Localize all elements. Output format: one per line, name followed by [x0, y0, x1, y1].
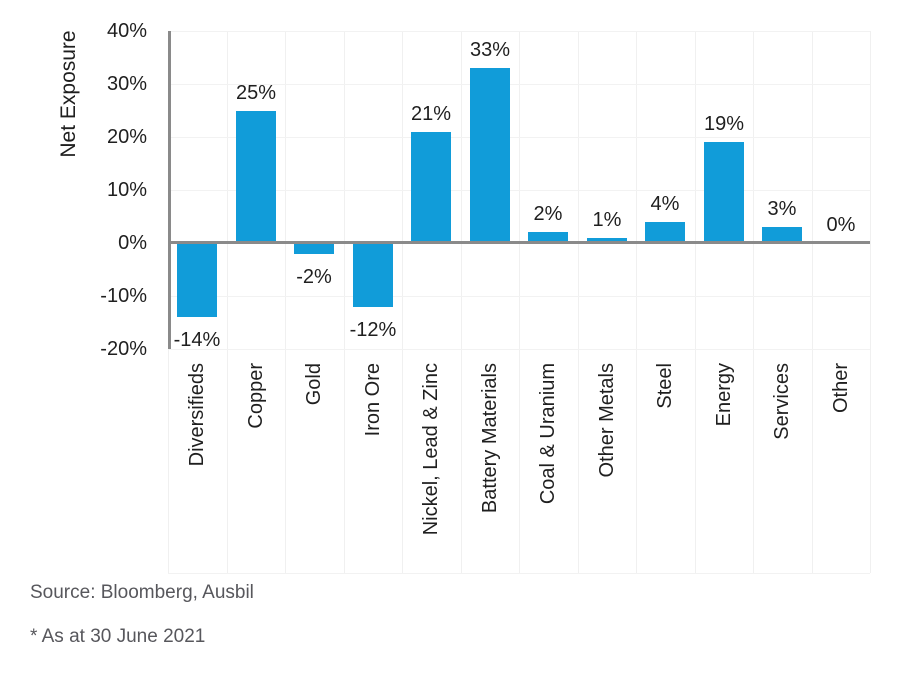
y-axis-line	[168, 31, 171, 349]
gridline-h	[168, 31, 870, 32]
category-label: Services	[771, 363, 793, 440]
bar-value-label: 3%	[767, 198, 797, 220]
bar	[528, 232, 568, 243]
gridline-v	[285, 31, 286, 573]
category-label: Gold	[303, 363, 325, 406]
gridline-v	[695, 31, 696, 573]
bar	[294, 243, 334, 254]
y-tick-label: 30%	[106, 73, 147, 95]
bar	[762, 227, 802, 243]
y-tick-label: -10%	[100, 285, 147, 307]
bar	[587, 238, 627, 243]
source-note: Source: Bloomberg, Ausbil	[30, 582, 254, 603]
gridline-h	[168, 349, 870, 350]
bar	[645, 222, 685, 243]
bar	[236, 111, 276, 244]
gridline-h	[168, 84, 870, 85]
gridline-v	[812, 31, 813, 573]
y-tick-label: 0%	[118, 232, 147, 254]
bar-value-label: 25%	[235, 82, 277, 104]
y-tick-label: -20%	[100, 338, 147, 360]
category-label: Copper	[245, 363, 267, 429]
bar	[177, 243, 217, 317]
gridline-v	[344, 31, 345, 573]
bar	[353, 243, 393, 307]
bar-value-label: 21%	[410, 103, 452, 125]
category-label: Energy	[713, 363, 735, 427]
category-label: Nickel, Lead & Zinc	[420, 363, 442, 536]
gridline-v	[461, 31, 462, 573]
category-label: Other	[830, 363, 852, 414]
gridline-v	[578, 31, 579, 573]
bar-value-label: 33%	[469, 39, 511, 61]
gridline-v	[636, 31, 637, 573]
bar	[470, 68, 510, 243]
gridline-v	[519, 31, 520, 573]
bar	[704, 142, 744, 243]
footnote: * As at 30 June 2021	[30, 626, 206, 647]
y-tick-label: 10%	[106, 179, 147, 201]
bar-value-label: -2%	[296, 266, 332, 288]
gridline-h	[168, 573, 870, 574]
gridline-h	[168, 190, 870, 191]
y-tick-label: 40%	[106, 20, 147, 42]
bar-value-label: 1%	[592, 209, 622, 231]
category-label: Steel	[654, 363, 676, 409]
category-label: Diversifieds	[186, 363, 208, 467]
gridline-v	[402, 31, 403, 573]
y-tick-label: 20%	[106, 126, 147, 148]
x-axis-line	[168, 241, 870, 244]
gridline-v	[227, 31, 228, 573]
category-label: Battery Materials	[479, 363, 501, 514]
category-label: Other Metals	[596, 363, 618, 478]
gridline-v	[753, 31, 754, 573]
bar-value-label: 2%	[533, 203, 563, 225]
gridline-h	[168, 296, 870, 297]
category-label: Coal & Uranium	[537, 363, 559, 505]
category-label: Iron Ore	[362, 363, 384, 437]
bar-value-label: 19%	[703, 113, 745, 135]
bar-value-label: 4%	[650, 193, 680, 215]
bar-value-label: -14%	[173, 329, 221, 351]
bar-value-label: -12%	[349, 319, 397, 341]
bar	[411, 132, 451, 243]
gridline-h	[168, 137, 870, 138]
bar-value-label: 0%	[826, 214, 856, 236]
gridline-v	[870, 31, 871, 573]
